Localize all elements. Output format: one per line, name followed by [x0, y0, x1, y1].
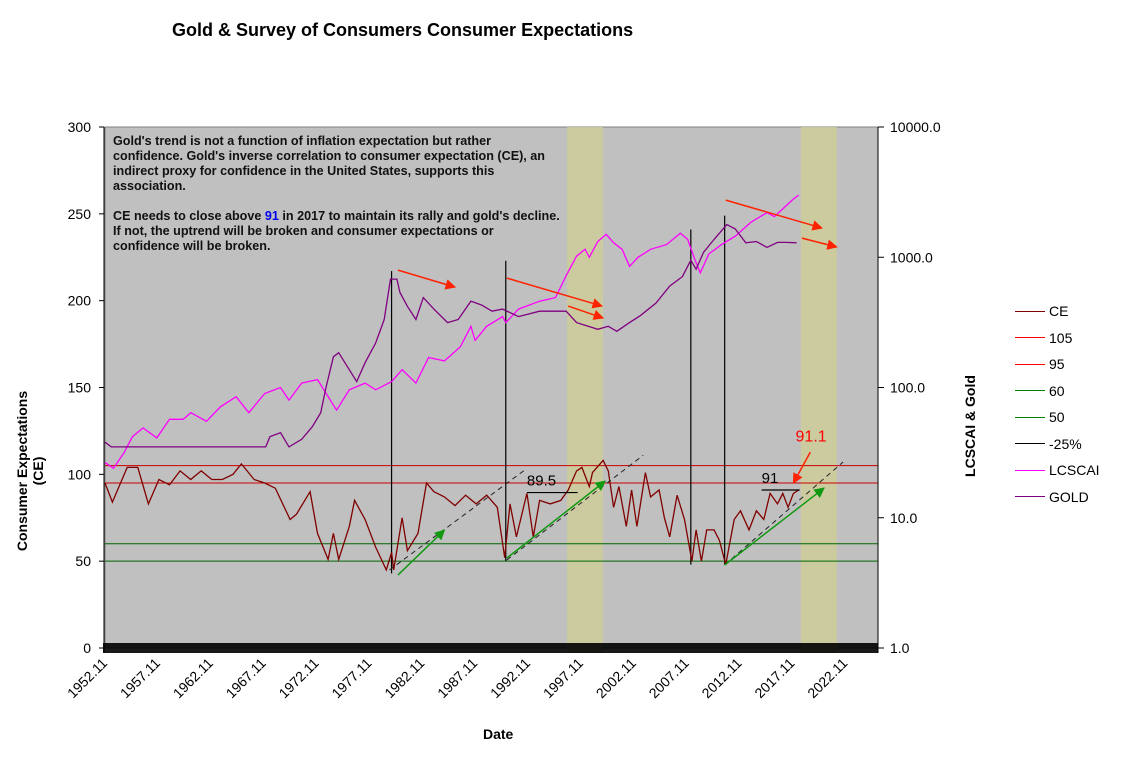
level-mark-label: 89.5	[527, 473, 556, 490]
legend-label: 60	[1049, 382, 1065, 399]
red-arrow	[567, 305, 605, 320]
x-tick-label: 1967.11	[223, 655, 270, 702]
legend-item: 105	[1015, 325, 1100, 352]
y-tick-label: 0	[83, 640, 91, 656]
y-tick-label: 200	[68, 293, 92, 309]
x-tick-label: 1952.11	[64, 655, 111, 702]
series-line-gold	[104, 223, 797, 448]
legend-swatch	[1015, 416, 1045, 418]
legend-swatch	[1015, 390, 1045, 392]
x-tick-label: 1997.11	[540, 655, 587, 702]
x-tick-label: 2017.11	[751, 655, 798, 702]
x-tick-label: 1957.11	[117, 655, 164, 702]
note-paragraph-2: CE needs to close above 91 in 2017 to ma…	[113, 209, 563, 254]
legend: CE 105 95 60 50 -25% LCSCAI GOLD	[1015, 298, 1100, 510]
chart-title: Gold & Survey of Consumers Consumer Expe…	[172, 20, 634, 40]
level-mark-label: 91	[762, 470, 779, 487]
legend-label: 95	[1049, 356, 1065, 373]
legend-item: -25%	[1015, 431, 1100, 458]
legend-swatch	[1015, 469, 1045, 471]
note-paragraph-1: Gold's trend is not a function of inflat…	[113, 134, 545, 193]
x-tick-label: 1962.11	[170, 655, 217, 702]
x-tick-label: 1977.11	[328, 655, 375, 702]
legend-label: GOLD	[1049, 488, 1089, 505]
y-axis-title: Consumer Expectations (CE)	[14, 390, 46, 552]
legend-item: LCSCAI	[1015, 457, 1100, 484]
note-text: CE needs to close above	[113, 209, 265, 223]
dashed-trendline	[724, 461, 844, 566]
legend-item: CE	[1015, 298, 1100, 325]
legend-swatch	[1015, 337, 1045, 339]
y2-tick-label: 1000.0	[890, 249, 933, 265]
y-tick-label: 300	[68, 119, 92, 135]
x-tick-label: 2007.11	[646, 655, 693, 702]
red-arrow	[792, 451, 811, 484]
dashed-trendline	[389, 469, 526, 571]
legend-item: GOLD	[1015, 484, 1100, 511]
annotation-note: Gold's trend is not a function of inflat…	[113, 134, 563, 269]
zero-baseline-bar	[103, 643, 878, 653]
x-tick-label: 2002.11	[593, 655, 640, 702]
legend-label: 105	[1049, 329, 1073, 346]
green-arrow	[397, 529, 446, 576]
x-tick-label: 2022.11	[804, 655, 851, 702]
red-arrow	[725, 199, 823, 231]
note-text: in 2017 to maintain its rally and gold's…	[113, 209, 560, 253]
legend-item: 60	[1015, 378, 1100, 405]
x-tick-label: 1982.11	[381, 655, 428, 702]
red-arrow	[506, 277, 604, 309]
x-tick-label: 1992.11	[487, 655, 534, 702]
y2-axis-title: LCSCAI & Gold	[962, 375, 978, 477]
x-axis-title: Date	[483, 726, 514, 742]
green-arrow	[724, 487, 825, 566]
legend-swatch	[1015, 363, 1045, 365]
y-tick-label: 100	[68, 466, 92, 482]
dashed-trendline	[506, 454, 644, 561]
y2-tick-label: 10.0	[890, 510, 917, 526]
green-arrow	[506, 480, 607, 559]
legend-label: CE	[1049, 303, 1069, 320]
legend-item: 50	[1015, 404, 1100, 431]
y-tick-label: 50	[75, 553, 91, 569]
callout-label: 91.1	[796, 428, 827, 445]
note-highlight-value: 91	[264, 209, 279, 223]
highlight-band	[800, 127, 837, 653]
series-line-lcscai	[104, 194, 800, 470]
legend-item: 95	[1015, 351, 1100, 378]
y2-tick-label: 100.0	[890, 380, 925, 396]
y2-tick-label: 10000.0	[890, 119, 941, 135]
x-tick-label: 1972.11	[275, 655, 322, 702]
legend-label: 50	[1049, 409, 1065, 426]
legend-swatch	[1015, 310, 1045, 312]
legend-swatch	[1015, 443, 1045, 445]
x-tick-label: 1987.11	[434, 655, 481, 702]
highlight-band	[567, 127, 604, 653]
series-line-ce	[104, 459, 800, 572]
y-tick-label: 250	[68, 206, 92, 222]
legend-label: -25%	[1049, 435, 1082, 452]
x-tick-label: 2012.11	[698, 655, 745, 702]
legend-swatch	[1015, 496, 1045, 498]
red-arrow	[397, 269, 457, 290]
y2-tick-label: 1.0	[890, 640, 910, 656]
y-tick-label: 150	[68, 380, 92, 396]
legend-label: LCSCAI	[1049, 462, 1100, 479]
red-arrow	[801, 237, 838, 250]
